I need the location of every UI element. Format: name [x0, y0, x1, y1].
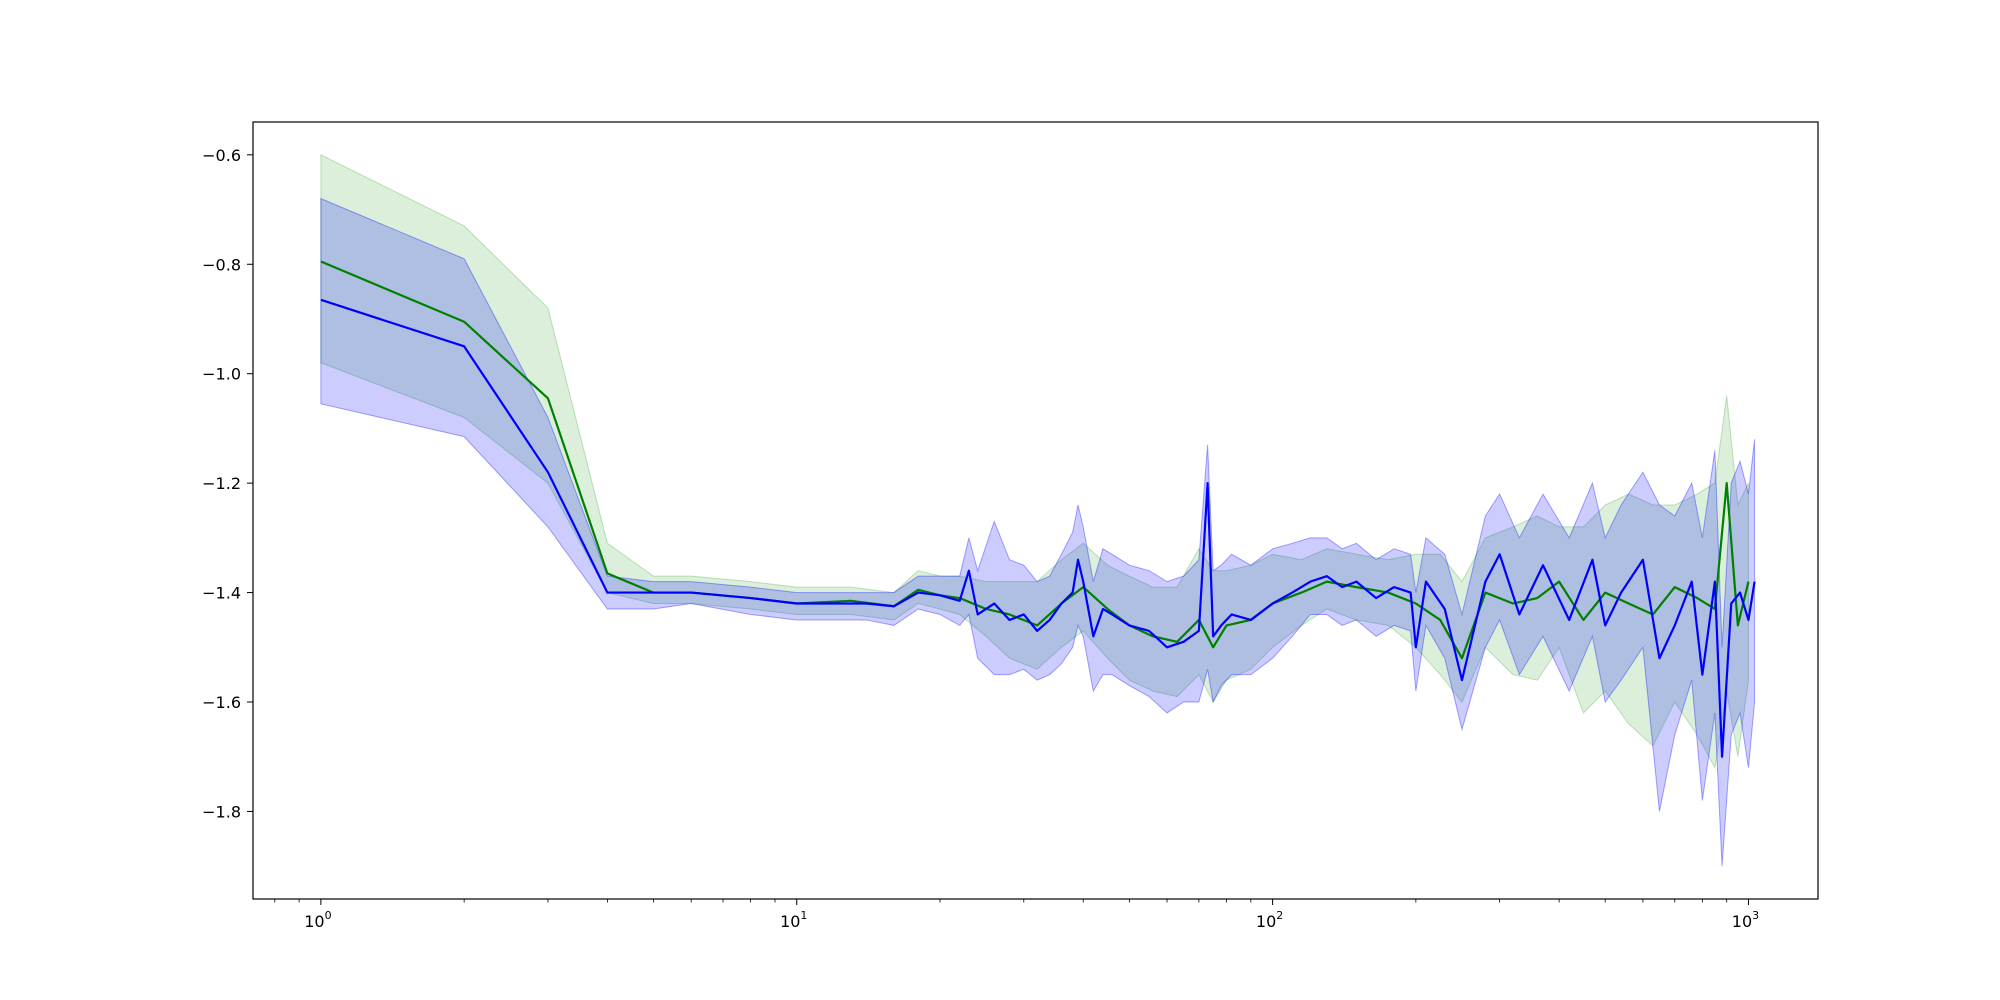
- axis-ticks: −0.6 −0.8 −1.0 −1.2 −1.4 −1.6 −1.8 100 101 102 103: [202, 146, 1759, 931]
- y-tick-label: −1.8: [202, 802, 241, 821]
- x-tick-label: 102: [1256, 909, 1283, 931]
- series-1-line: [320, 298, 1756, 758]
- series-1-band: [320, 197, 1756, 867]
- series-0-line: [320, 260, 1750, 660]
- y-tick-label: −0.8: [202, 255, 241, 274]
- x-tick-label: 101: [780, 909, 807, 931]
- y-tick-label: −1.4: [202, 584, 241, 603]
- axes-frame: [252, 121, 1819, 900]
- series-0-band: [320, 154, 1749, 770]
- y-tick-label: −0.6: [202, 146, 241, 165]
- x-tick-label: 103: [1732, 909, 1759, 931]
- plot-area: [320, 154, 1756, 867]
- x-tick-label: 100: [304, 909, 331, 931]
- y-tick-label: −1.0: [202, 365, 241, 384]
- y-tick-label: −1.6: [202, 693, 241, 712]
- y-tick-label: −1.2: [202, 474, 241, 493]
